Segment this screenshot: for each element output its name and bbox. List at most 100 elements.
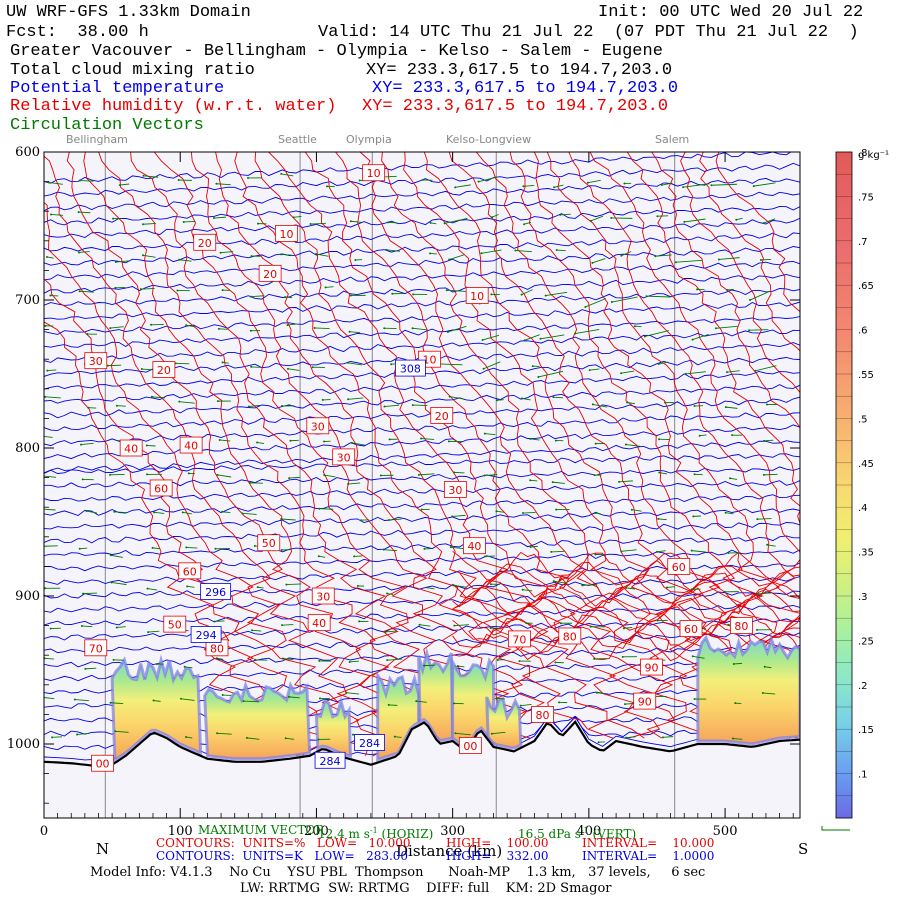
circulation-vector-head [78,179,81,182]
circulation-vector-head [591,403,594,406]
circulation-vector [418,473,435,476]
circulation-vector-head [674,261,677,264]
circulation-vector-head [522,185,525,188]
circulation-vector [394,736,402,738]
y-tick-label: 800 [15,441,40,456]
rh-contour [268,152,588,730]
circulation-vector-head [383,327,386,330]
rh-label-box [149,479,173,497]
circulation-vector [483,361,501,370]
circulation-vector [151,396,166,399]
circulation-vector-head [490,293,493,296]
circulation-vector [491,214,499,218]
rh-contour [699,152,800,352]
circulation-vector [282,624,294,626]
circulation-vector [692,655,705,659]
circulation-vector [733,662,743,665]
rh-label-box [640,658,663,676]
rh-contour [589,152,800,553]
circulation-vector-head [73,698,76,701]
circulation-vector-head [710,184,713,187]
north-label: N [96,840,110,858]
circulation-vector-head [145,444,148,447]
rh-label-box [332,448,356,466]
circulation-vector-head [429,252,432,255]
circulation-vector-head [550,550,553,553]
circulation-vector [763,439,774,442]
circulation-vector [554,184,564,188]
circulation-vector [114,511,128,514]
circulation-vector-head [288,477,291,480]
circulation-vector [725,406,738,409]
circulation-vector [764,666,772,669]
circulation-vector [560,213,571,216]
circulation-vector-head [280,518,283,521]
circulation-vector [626,736,636,739]
circulation-vector-head [318,659,321,662]
rh-label: 60 [684,623,698,636]
circulation-vector-head [555,508,558,511]
circulation-vector [242,512,257,515]
circulation-vector [324,474,336,478]
circulation-vector [711,183,738,186]
circulation-vector-head [285,583,288,586]
circulation-vector-head [284,296,287,299]
circulation-vector [453,471,465,474]
rh-label-box [730,617,753,634]
circulation-vector-head [423,547,426,550]
circulation-vector-head [112,217,115,220]
circulation-vector-head [523,223,526,226]
circulation-vector-head [525,622,528,625]
circulation-vector [115,260,131,263]
circulation-vector-head [454,732,457,735]
circulation-vector [496,399,504,401]
circulation-vector [222,511,231,513]
theta-label-box [395,359,426,377]
circulation-vector [289,476,300,479]
circulation-vector [349,660,360,663]
cloud-region [110,654,203,763]
colorbar-tick-label: .75 [858,192,874,203]
circulation-vector-head [756,518,759,521]
circulation-vector-head [221,510,224,513]
circulation-vector-head [456,665,459,668]
circulation-vector-head [420,437,423,440]
circulation-vector-head [521,512,524,515]
circulation-vector-head [593,657,596,660]
circulation-vector [143,223,156,225]
circulation-vector-head [250,255,253,258]
circulation-vector-head [622,627,625,630]
circulation-vector [310,222,326,225]
circulation-vector [246,737,260,740]
circulation-vector-head [620,550,623,553]
circulation-vector-head [529,479,532,482]
circulation-vector [79,180,94,182]
circulation-vector [449,254,464,260]
circulation-vector [351,442,366,446]
circulation-vector [285,296,293,299]
circulation-vector-head [142,254,145,257]
circulation-vector-head [318,697,321,700]
circulation-vector-head [660,184,663,187]
theta-contour [44,205,800,238]
theta-contour [44,549,800,572]
circulation-vector [143,175,159,178]
field-theta-label: Potential temperature [10,79,225,98]
theta-contour [44,396,800,432]
circulation-vector [523,185,535,187]
circulation-vector-head [586,181,589,184]
circulation-vector-head [654,255,657,258]
theta-contour [44,274,800,306]
theta-contour [44,522,800,544]
circulation-vector [523,221,532,225]
circulation-vector-head [445,289,448,292]
y-tick-label: 1000 [7,737,40,752]
circulation-vector-head [245,736,248,739]
circulation-vector [749,290,770,301]
rh-contour [381,152,676,739]
circulation-vector-head [589,625,592,628]
circulation-vector-head [658,438,661,441]
x-tick-label: 400 [576,824,601,839]
circulation-vector-head [411,327,414,330]
circulation-vector-head [323,440,326,443]
